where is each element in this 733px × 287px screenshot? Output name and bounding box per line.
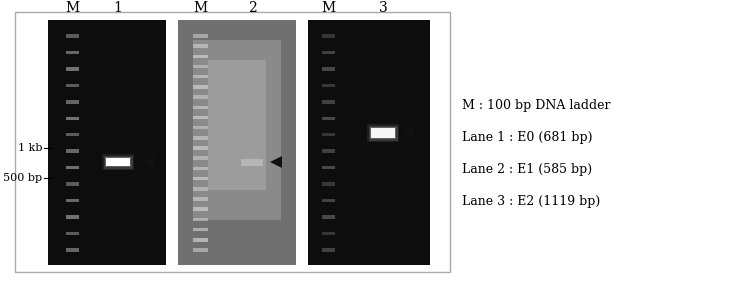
Bar xyxy=(193,75,207,78)
Bar xyxy=(193,55,207,58)
Bar xyxy=(65,150,78,153)
Bar xyxy=(369,125,397,141)
Bar xyxy=(308,20,430,265)
Bar xyxy=(65,166,78,169)
Bar xyxy=(102,154,134,170)
Text: 2: 2 xyxy=(248,1,257,15)
Bar xyxy=(193,156,207,160)
Text: M: M xyxy=(193,1,207,15)
Bar xyxy=(15,12,450,272)
Bar xyxy=(48,20,166,265)
Bar xyxy=(193,248,207,252)
Bar xyxy=(193,197,207,201)
Bar xyxy=(193,187,207,191)
Bar xyxy=(193,177,207,180)
Bar xyxy=(65,248,78,252)
Bar xyxy=(193,208,207,211)
Bar xyxy=(193,238,207,241)
Bar xyxy=(193,40,281,220)
Bar xyxy=(322,150,334,153)
Text: 1: 1 xyxy=(114,1,122,15)
Bar xyxy=(322,84,334,87)
Bar xyxy=(322,100,334,104)
Bar xyxy=(178,20,296,265)
Bar xyxy=(193,85,207,89)
Bar xyxy=(65,117,78,120)
Text: 500 bp: 500 bp xyxy=(3,173,42,183)
Bar xyxy=(193,95,207,99)
Bar xyxy=(65,232,78,235)
Text: 1 kb: 1 kb xyxy=(18,143,42,153)
Bar xyxy=(65,133,78,137)
Text: Lane 2 : E1 (585 bp): Lane 2 : E1 (585 bp) xyxy=(462,162,592,175)
Bar xyxy=(193,116,207,119)
Bar xyxy=(65,34,78,38)
Bar xyxy=(367,124,399,142)
Bar xyxy=(193,136,207,139)
Text: M: M xyxy=(321,1,335,15)
Bar xyxy=(322,248,334,252)
Bar xyxy=(322,67,334,71)
Bar xyxy=(65,84,78,87)
Bar xyxy=(322,51,334,54)
Text: 3: 3 xyxy=(379,1,387,15)
Bar xyxy=(322,199,334,202)
Bar xyxy=(65,51,78,54)
Text: Lane 1 : E0 (681 bp): Lane 1 : E0 (681 bp) xyxy=(462,131,592,144)
Bar xyxy=(322,182,334,186)
Bar xyxy=(65,199,78,202)
Bar xyxy=(322,215,334,219)
Text: Lane 3 : E2 (1119 bp): Lane 3 : E2 (1119 bp) xyxy=(462,195,600,208)
Bar xyxy=(193,126,207,129)
Bar xyxy=(193,44,207,48)
Bar xyxy=(65,67,78,71)
Bar xyxy=(322,166,334,169)
Bar xyxy=(193,218,207,221)
Bar xyxy=(106,158,130,166)
Bar xyxy=(322,232,334,235)
Text: M : 100 bp DNA ladder: M : 100 bp DNA ladder xyxy=(462,98,611,112)
Text: M: M xyxy=(65,1,79,15)
Bar xyxy=(208,60,266,190)
Bar xyxy=(241,158,263,166)
Bar xyxy=(371,128,395,138)
Bar xyxy=(193,167,207,170)
Bar xyxy=(322,117,334,120)
Bar xyxy=(193,228,207,231)
Bar xyxy=(193,146,207,150)
Bar xyxy=(370,127,396,139)
Bar xyxy=(65,182,78,186)
Bar xyxy=(193,65,207,68)
Bar xyxy=(103,156,133,168)
Bar xyxy=(193,106,207,109)
Bar xyxy=(322,133,334,137)
Bar xyxy=(65,100,78,104)
Bar xyxy=(322,34,334,38)
Bar xyxy=(105,157,131,167)
Bar xyxy=(193,34,207,38)
Bar xyxy=(65,215,78,219)
